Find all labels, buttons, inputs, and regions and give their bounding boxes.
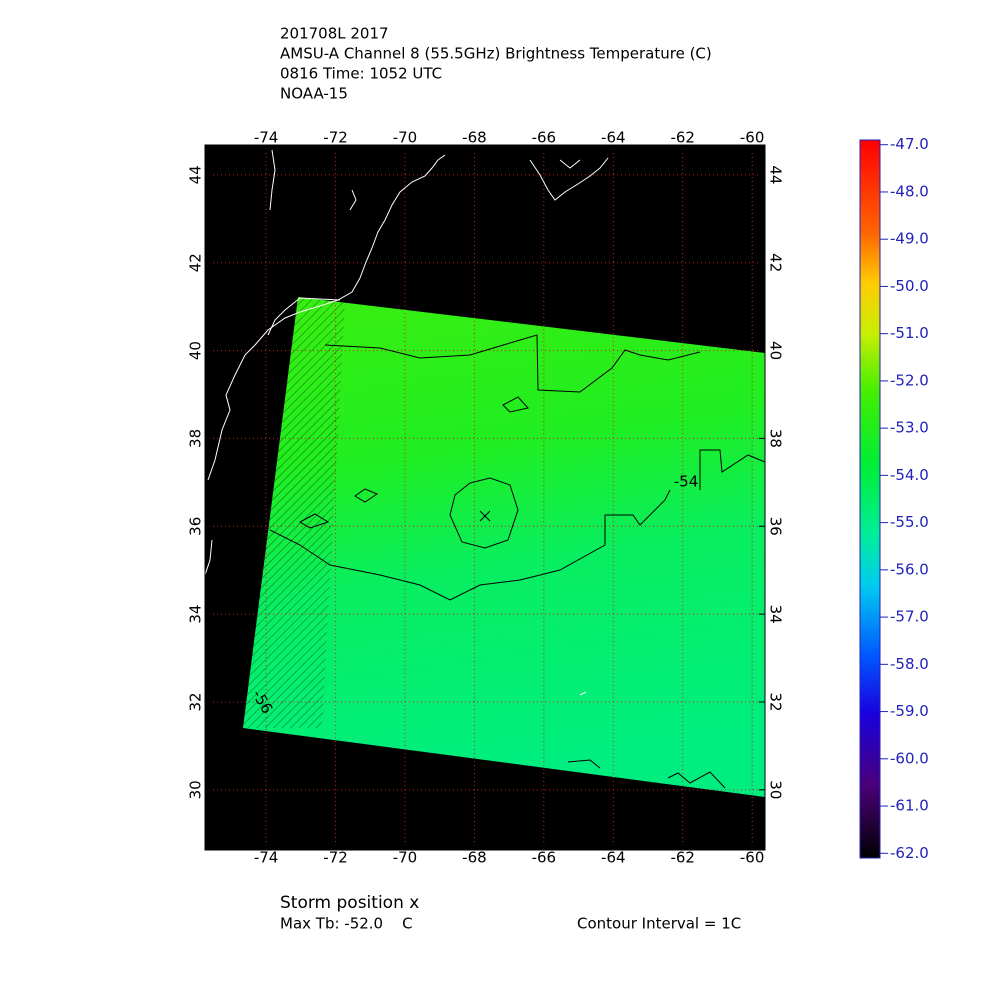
- lat-label: 36: [767, 517, 785, 536]
- lat-label: 34: [187, 605, 205, 624]
- lon-label: -74: [254, 129, 279, 147]
- lat-label: 44: [767, 165, 785, 184]
- lon-label: -70: [393, 849, 418, 867]
- lat-label: 40: [187, 341, 205, 360]
- storm-note: Storm position x: [280, 893, 419, 913]
- lon-label: -62: [670, 129, 695, 147]
- colorbar-label: -49.0: [890, 230, 929, 248]
- lon-label: -72: [323, 129, 348, 147]
- lat-label: 30: [187, 780, 205, 799]
- contour-interval: Contour Interval = 1C: [577, 915, 741, 933]
- axes: -74-74-72-72-70-70-68-68-66-66-64-64-62-…: [187, 129, 785, 867]
- swath-edge: [243, 297, 345, 728]
- colorbar-label: -54.0: [890, 466, 929, 484]
- colorbar-label: -53.0: [890, 419, 929, 437]
- colorbar-scale: [859, 139, 881, 859]
- lat-label: 32: [187, 692, 205, 711]
- lon-label: -68: [462, 849, 487, 867]
- lon-label: -74: [254, 849, 279, 867]
- lon-label: -72: [323, 849, 348, 867]
- header-line: 0816 Time: 1052 UTC: [280, 65, 442, 83]
- colorbar-label: -48.0: [890, 182, 929, 200]
- map: -54-56: [205, 145, 765, 850]
- contours: [269, 334, 765, 789]
- storm-marker: [479, 510, 491, 522]
- lat-label: 34: [767, 605, 785, 624]
- colorbar-label: -57.0: [890, 608, 929, 626]
- colorbar-ticks: -47.0 -48.0 -49.0 -50.0 -51.0 -52.0 -53.0 -54.0…: [880, 135, 929, 862]
- header-line: 201708L 2017: [280, 25, 389, 43]
- colorbar-label: -52.0: [890, 371, 929, 389]
- lat-label: 36: [187, 517, 205, 536]
- lon-label: -68: [462, 129, 487, 147]
- lat-label: 30: [767, 780, 785, 799]
- lon-label: -66: [532, 129, 557, 147]
- lat-label: 42: [767, 253, 785, 272]
- colorbar-label: -50.0: [890, 277, 929, 295]
- lat-label: 40: [767, 341, 785, 360]
- map-frame: [204, 144, 766, 851]
- lon-label: -62: [670, 849, 695, 867]
- colorbar-label: -61.0: [890, 797, 929, 815]
- header-line: AMSU-A Channel 8 (55.5GHz) Brightness Te…: [280, 45, 712, 63]
- colorbar-label: -59.0: [890, 702, 929, 720]
- swath: [243, 297, 765, 797]
- contour-label: -54: [674, 473, 699, 491]
- lat-label: 42: [187, 253, 205, 272]
- lon-label: -64: [601, 129, 626, 147]
- colorbar-label: -55.0: [890, 513, 929, 531]
- colorbar-label: -62.0: [890, 844, 929, 862]
- coastline: [205, 149, 609, 696]
- lon-label: -64: [601, 849, 626, 867]
- colorbar-label: -47.0: [890, 135, 929, 153]
- max-tb: Max Tb: -52.0 C: [280, 915, 413, 933]
- colorbar: -47.0 -48.0 -49.0 -50.0 -51.0 -52.0 -53.0 -54.0…: [859, 135, 929, 862]
- lat-label: 44: [187, 165, 205, 184]
- colorbar-label: -51.0: [890, 324, 929, 342]
- lon-label: -70: [393, 129, 418, 147]
- header: 201708L 2017 AMSU-A Channel 8 (55.5GHz) B…: [280, 25, 712, 103]
- lon-label: -60: [740, 849, 765, 867]
- colorbar-label: -60.0: [890, 749, 929, 767]
- lat-label: 38: [767, 429, 785, 448]
- lon-label: -60: [740, 129, 765, 147]
- lat-label: 38: [187, 429, 205, 448]
- header-line: NOAA-15: [280, 85, 348, 103]
- lon-label: -66: [532, 849, 557, 867]
- grid: [205, 145, 765, 850]
- colorbar-label: -56.0: [890, 560, 929, 578]
- lat-label: 32: [767, 692, 785, 711]
- colorbar-label: -58.0: [890, 655, 929, 673]
